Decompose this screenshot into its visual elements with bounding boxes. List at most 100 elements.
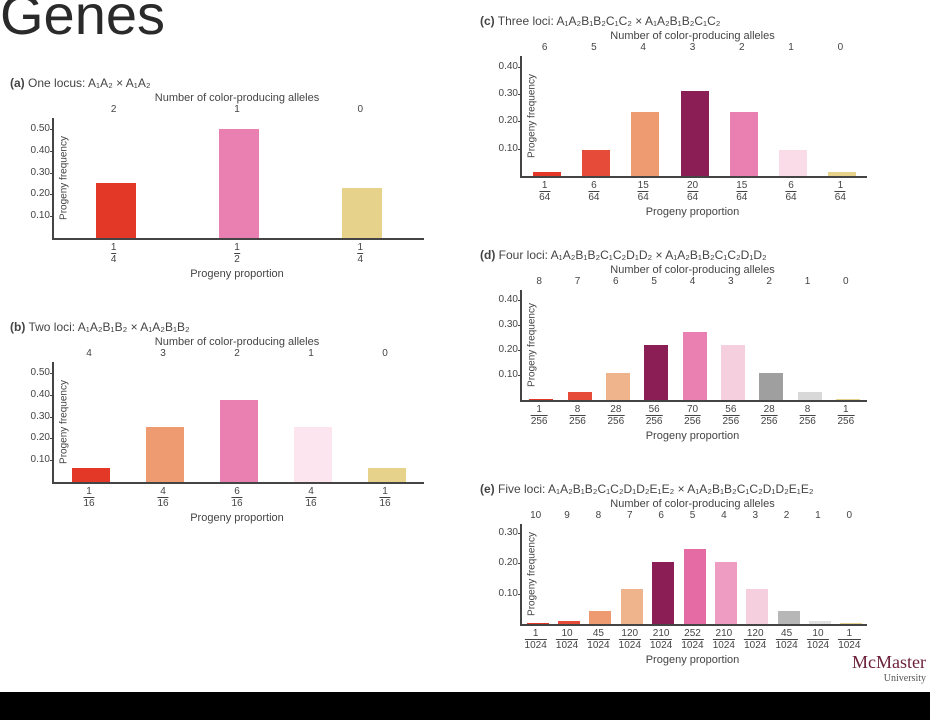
- x-tick: 664: [588, 180, 599, 203]
- top-tick: 2: [784, 510, 790, 521]
- bar: [715, 562, 737, 624]
- panel-caption: (a) One locus: A₁A₂ × A₁A₂: [10, 76, 432, 90]
- chart-b: Progeny frequency0.100.200.300.400.50: [52, 362, 424, 484]
- top-tick: 9: [564, 510, 570, 521]
- y-tick-mark: [50, 151, 54, 152]
- bar: [72, 468, 110, 482]
- top-tick: 1: [805, 276, 811, 287]
- y-tick: 0.20: [492, 115, 518, 126]
- y-axis-label: Progeny frequency: [526, 74, 537, 158]
- top-tick: 5: [651, 276, 657, 287]
- x-tick: 70256: [684, 404, 701, 427]
- y-tick-mark: [50, 373, 54, 374]
- top-tick: 1: [815, 510, 821, 521]
- y-tick: 0.40: [24, 145, 50, 156]
- top-tick: 2: [739, 42, 745, 53]
- x-tick: 56256: [722, 404, 739, 427]
- top-tick: 4: [721, 510, 727, 521]
- y-axis-label: Progeny frequency: [526, 303, 537, 387]
- x-tick: 1256: [837, 404, 854, 427]
- y-axis-label: Progeny frequency: [58, 136, 69, 220]
- y-tick: 0.20: [24, 432, 50, 443]
- bar: [798, 392, 822, 400]
- x-tick: 14: [358, 242, 364, 265]
- top-tick: 0: [358, 104, 364, 115]
- panel-subtitle: Number of color-producing alleles: [520, 264, 865, 276]
- y-tick: 0.10: [492, 588, 518, 599]
- x-tick: 616: [231, 486, 242, 509]
- panel-a: (a) One locus: A₁A₂ × A₁A₂Number of colo…: [10, 76, 432, 280]
- top-tick: 3: [160, 348, 166, 359]
- x-tick: 2521024: [681, 628, 703, 651]
- chart-c: Progeny frequency0.100.200.300.40: [520, 56, 867, 178]
- y-tick-mark: [518, 375, 522, 376]
- top-axis: 210: [52, 104, 422, 118]
- y-tick-mark: [518, 149, 522, 150]
- y-tick-mark: [50, 194, 54, 195]
- x-axis-label: Progeny proportion: [520, 654, 865, 666]
- top-axis: 876543210: [520, 276, 865, 290]
- bar: [778, 611, 800, 624]
- y-tick-mark: [518, 350, 522, 351]
- top-tick: 7: [627, 510, 633, 521]
- bar: [606, 373, 630, 400]
- bar: [836, 399, 860, 400]
- top-tick: 4: [640, 42, 646, 53]
- panel-subtitle: Number of color-producing alleles: [52, 336, 422, 348]
- top-tick: 10: [530, 510, 541, 521]
- x-tick: 2101024: [713, 628, 735, 651]
- chart-d: Progeny frequency0.100.200.300.40: [520, 290, 867, 402]
- chart-a: Progeny frequency0.100.200.300.400.50: [52, 118, 424, 240]
- y-tick-mark: [518, 94, 522, 95]
- top-tick: 6: [542, 42, 548, 53]
- bar: [684, 549, 706, 624]
- y-tick: 0.10: [24, 210, 50, 221]
- x-axis: 164664156420641564664164: [520, 178, 865, 204]
- y-tick: 0.10: [492, 143, 518, 154]
- x-axis-label: Progeny proportion: [52, 512, 422, 524]
- y-tick: 0.30: [492, 319, 518, 330]
- panel-e: (e) Five loci: A₁A₂B₁B₂C₁C₂D₁D₂E₁E₂ × A₁…: [480, 482, 875, 666]
- bar: [582, 150, 610, 176]
- x-tick: 451024: [587, 628, 609, 651]
- mcmaster-logo: McMaster University: [852, 652, 926, 684]
- x-tick: 101024: [556, 628, 578, 651]
- x-tick: 11024: [525, 628, 547, 651]
- top-tick: 8: [596, 510, 602, 521]
- bar: [644, 345, 668, 400]
- y-axis-label: Progeny frequency: [58, 380, 69, 464]
- x-tick: 1564: [638, 180, 649, 203]
- bar: [721, 345, 745, 400]
- bar: [681, 91, 709, 176]
- top-tick: 2: [234, 348, 240, 359]
- y-axis-label: Progeny frequency: [526, 532, 537, 616]
- y-tick-mark: [50, 417, 54, 418]
- y-tick-mark: [518, 325, 522, 326]
- y-tick: 0.50: [24, 367, 50, 378]
- x-tick: 101024: [807, 628, 829, 651]
- x-tick: 14: [111, 242, 117, 265]
- x-tick: 28256: [607, 404, 624, 427]
- bar: [840, 623, 862, 624]
- panel-d: (d) Four loci: A₁A₂B₁B₂C₁C₂D₁D₂ × A₁A₂B₁…: [480, 248, 875, 442]
- x-tick: 8256: [569, 404, 586, 427]
- bar: [589, 611, 611, 624]
- x-tick: 28256: [761, 404, 778, 427]
- y-tick-mark: [518, 594, 522, 595]
- bar: [652, 562, 674, 624]
- bar: [96, 183, 136, 238]
- y-tick: 0.50: [24, 123, 50, 134]
- bar: [294, 427, 332, 482]
- top-tick: 6: [613, 276, 619, 287]
- x-tick: 1256: [531, 404, 548, 427]
- top-tick: 7: [575, 276, 581, 287]
- y-tick-mark: [518, 121, 522, 122]
- x-tick: 164: [835, 180, 846, 203]
- x-tick: 1201024: [619, 628, 641, 651]
- bar: [828, 172, 856, 176]
- x-axis: 116416616416116: [52, 484, 422, 510]
- bar: [809, 621, 831, 624]
- top-tick: 3: [728, 276, 734, 287]
- panel-caption: (e) Five loci: A₁A₂B₁B₂C₁C₂D₁D₂E₁E₂ × A₁…: [480, 482, 875, 496]
- top-axis: 43210: [52, 348, 422, 362]
